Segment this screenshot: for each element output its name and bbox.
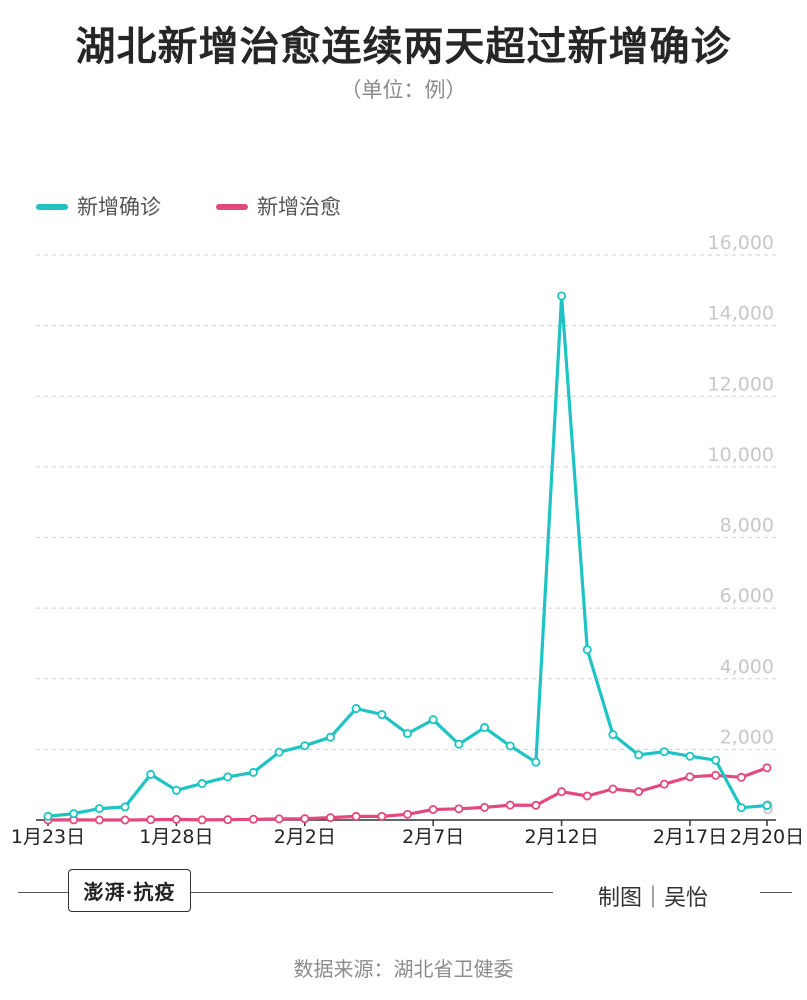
data-point-confirmed: [454, 739, 464, 749]
data-point-confirmed: [634, 750, 644, 760]
data-point-confirmed: [69, 809, 79, 819]
data-point-cured: [736, 772, 746, 782]
data-point-confirmed: [171, 785, 181, 795]
legend-label-cured: 新增治愈: [257, 195, 341, 219]
y-tick-label: 16,000: [708, 232, 774, 254]
legend-label-confirmed: 新增确诊: [77, 195, 161, 219]
data-point-cured: [325, 813, 335, 823]
data-source: 数据来源：湖北省卫健委: [293, 957, 514, 981]
line-chart: 02,0004,0006,0008,00010,00012,00014,0001…: [11, 232, 804, 848]
series-line-confirmed: [46, 294, 769, 818]
y-tick-label: 14,000: [708, 303, 774, 325]
x-tick-label: 2月2日: [274, 826, 336, 848]
data-point-confirmed: [557, 291, 567, 301]
data-point-confirmed: [531, 757, 541, 767]
data-point-confirmed: [711, 755, 721, 765]
data-point-cured: [171, 814, 181, 824]
data-point-cured: [274, 814, 284, 824]
legend-swatch-confirmed: [36, 204, 68, 210]
data-point-confirmed: [120, 802, 130, 812]
data-point-cured: [634, 787, 644, 797]
data-point-confirmed: [480, 723, 490, 733]
data-point-cured: [223, 815, 233, 825]
y-tick-label: 4,000: [720, 656, 774, 678]
brand-stamp-text: 澎湃·抗疫: [83, 880, 176, 904]
data-point-cured: [659, 779, 669, 789]
data-point-confirmed: [300, 741, 310, 751]
data-point-confirmed: [197, 779, 207, 789]
brand-stamp: 澎湃·抗疫: [68, 869, 191, 912]
data-point-cured: [608, 784, 618, 794]
data-point-cured: [120, 815, 130, 825]
credit-text: 制图｜吴怡: [598, 886, 709, 911]
data-point-cured: [300, 814, 310, 824]
data-point-cured: [377, 811, 387, 821]
x-tick-label: 2月12日: [524, 826, 598, 848]
data-point-confirmed: [248, 767, 258, 777]
data-point-confirmed: [94, 804, 104, 814]
data-point-cured: [762, 763, 772, 773]
data-point-cured: [685, 772, 695, 782]
footer-rule-left: [18, 892, 68, 893]
data-point-confirmed: [274, 747, 284, 757]
footer-rule-right: [760, 892, 792, 893]
data-point-cured: [531, 800, 541, 810]
data-point-cured: [505, 800, 515, 810]
y-tick-label: 10,000: [708, 444, 774, 466]
data-point-confirmed: [505, 741, 515, 751]
data-point-confirmed: [402, 729, 412, 739]
data-point-confirmed: [43, 811, 53, 821]
footer-rule-middle: [191, 892, 553, 893]
data-point-confirmed: [146, 769, 156, 779]
y-tick-label: 12,000: [708, 373, 774, 395]
data-point-confirmed: [325, 732, 335, 742]
x-tick-label: 2月17日: [653, 826, 727, 848]
data-point-cured: [557, 787, 567, 797]
x-tick-label: 2月7日: [402, 826, 464, 848]
data-point-cured: [428, 805, 438, 815]
data-point-confirmed: [377, 710, 387, 720]
data-point-cured: [197, 815, 207, 825]
chart-title: 湖北新增治愈连续两天超过新增确诊: [75, 24, 732, 70]
data-point-cured: [480, 802, 490, 812]
y-tick-label: 8,000: [720, 515, 774, 537]
data-point-confirmed: [608, 730, 618, 740]
data-point-cured: [146, 815, 156, 825]
data-point-cured: [402, 809, 412, 819]
chart-subtitle: （单位：例）: [340, 78, 467, 102]
data-point-cured: [582, 791, 592, 801]
data-point-confirmed: [762, 800, 772, 810]
data-point-confirmed: [428, 715, 438, 725]
data-point-confirmed: [659, 747, 669, 757]
y-tick-label: 6,000: [720, 585, 774, 607]
x-tick-label: 2月20日: [730, 826, 804, 848]
data-point-confirmed: [223, 772, 233, 782]
y-tick-label: 2,000: [720, 726, 774, 748]
data-point-cured: [248, 814, 258, 824]
data-point-cured: [94, 815, 104, 825]
data-point-confirmed: [685, 751, 695, 761]
data-point-confirmed: [582, 645, 592, 655]
data-point-cured: [351, 811, 361, 821]
x-tick-label: 1月28日: [139, 826, 213, 848]
data-point-confirmed: [351, 704, 361, 714]
data-point-cured: [711, 770, 721, 780]
x-tick-label: 1月23日: [11, 826, 85, 848]
data-point-confirmed: [736, 803, 746, 813]
data-point-cured: [454, 804, 464, 814]
legend-swatch-cured: [216, 204, 248, 210]
